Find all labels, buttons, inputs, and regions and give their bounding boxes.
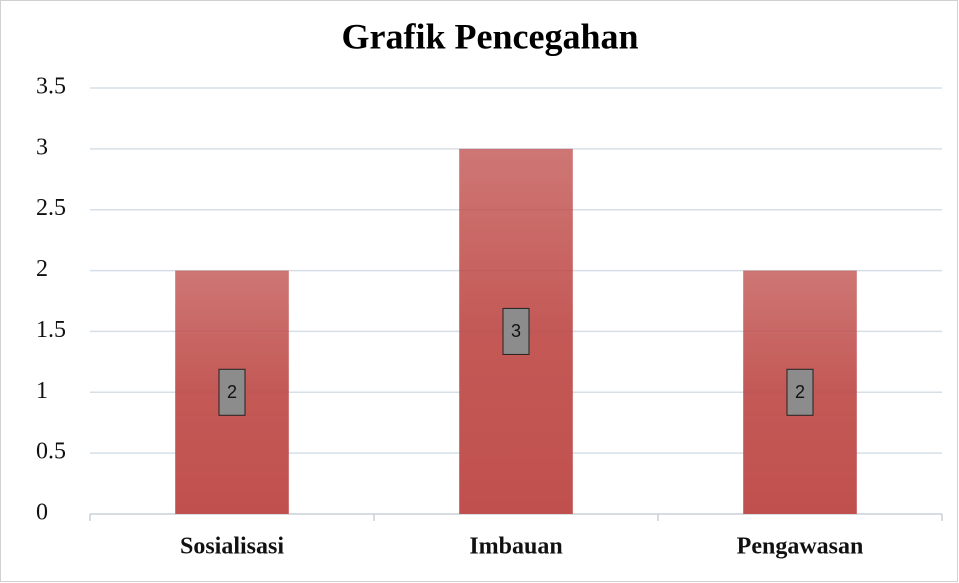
y-tick-label: 0 bbox=[36, 500, 48, 526]
chart-title: Grafik Pencegahan bbox=[342, 16, 639, 56]
y-tick-label: 2 bbox=[36, 256, 48, 282]
y-tick-label: 2.5 bbox=[36, 195, 66, 221]
data-label-box bbox=[218, 368, 246, 416]
data-label: 2 bbox=[795, 382, 805, 402]
y-tick-label: 3.5 bbox=[36, 74, 66, 100]
data-label: 2 bbox=[227, 382, 237, 402]
y-tick-label: 1 bbox=[36, 378, 48, 404]
data-label-box bbox=[786, 368, 814, 416]
data-label-box bbox=[502, 307, 530, 355]
x-tick-label: Imbauan bbox=[469, 534, 562, 560]
y-tick-label: 3 bbox=[36, 134, 48, 160]
x-tick-label: Pengawasan bbox=[737, 534, 864, 560]
x-tick-label: Sosialisasi bbox=[180, 534, 284, 560]
y-tick-label: 0.5 bbox=[36, 439, 66, 465]
y-tick-label: 1.5 bbox=[36, 317, 66, 343]
data-label: 3 bbox=[511, 321, 521, 341]
